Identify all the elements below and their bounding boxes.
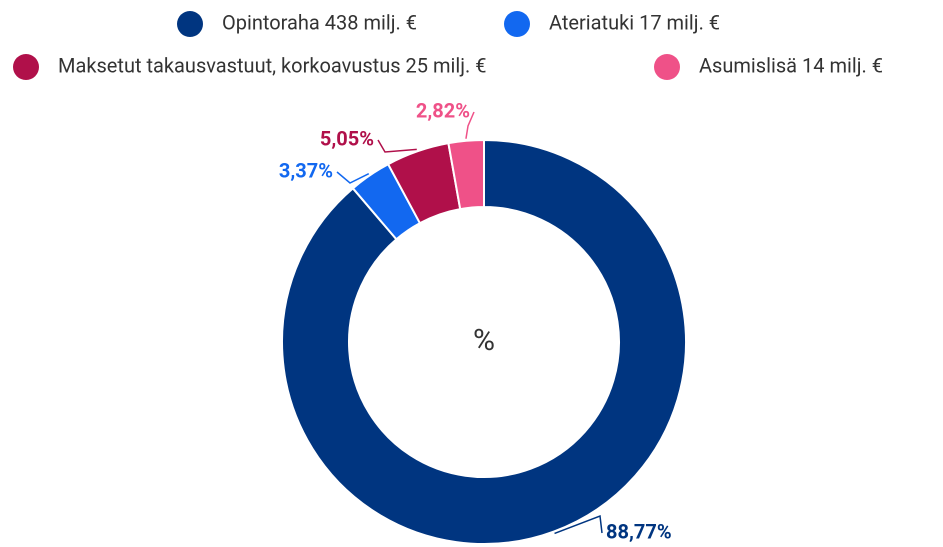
legend-marker	[654, 54, 680, 80]
leader-line	[465, 111, 475, 139]
donut-slice	[281, 138, 687, 545]
legend-label: Opintoraha 438 milj. €	[222, 10, 417, 34]
value-label: 5,05%	[320, 126, 374, 150]
leader-line	[377, 139, 417, 153]
donut-slice	[447, 138, 485, 211]
value-label: 88,77%	[606, 519, 672, 543]
legend-marker	[504, 11, 530, 37]
leader-line	[336, 171, 370, 184]
value-label: 3,37%	[279, 158, 333, 182]
leader-line	[554, 514, 603, 535]
value-label: 2,82%	[416, 98, 470, 122]
legend-marker	[177, 11, 203, 37]
legend-marker	[13, 54, 39, 80]
legend-label: Maksetut takausvastuut, korkoavustus 25 …	[58, 53, 487, 77]
legend-label: Ateriatuki 17 milj. €	[549, 10, 720, 34]
legend-label: Asumislisä 14 milj. €	[699, 53, 883, 77]
center-label: %	[473, 323, 495, 358]
